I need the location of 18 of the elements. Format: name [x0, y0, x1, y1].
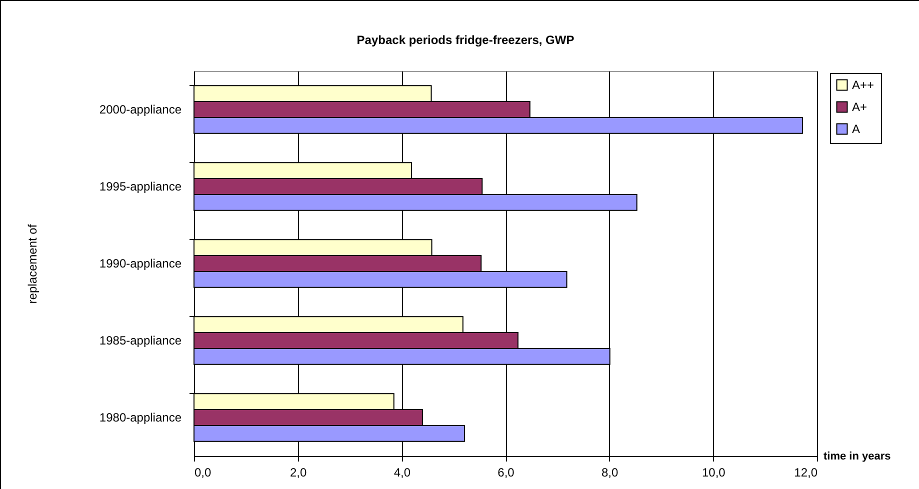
x-tick-label: 6,0: [498, 466, 515, 480]
x-axis-title: time in years: [824, 450, 891, 462]
y-tick-label: 1995-appliance: [99, 180, 182, 194]
y-tick-label: 2000-appliance: [99, 102, 182, 116]
chart-title: Payback periods fridge-freezers, GWP: [356, 33, 574, 47]
x-tick-label: 4,0: [394, 466, 411, 480]
legend-label: A+: [852, 100, 868, 114]
y-tick-label: 1985-appliance: [99, 334, 182, 348]
legend-label: A++: [852, 78, 874, 92]
x-tick-label: 8,0: [601, 466, 618, 480]
x-tick-label: 0,0: [194, 466, 212, 480]
y-axis-title: replacement of: [25, 224, 40, 304]
legend-label: A: [852, 122, 860, 136]
x-tick-label: 2,0: [290, 466, 307, 480]
y-tick-label: 1990-appliance: [99, 256, 182, 270]
x-tick-label: 10,0: [702, 466, 726, 480]
x-tick-label: 12,0: [794, 466, 818, 480]
y-tick-label: 1980-appliance: [99, 410, 182, 424]
